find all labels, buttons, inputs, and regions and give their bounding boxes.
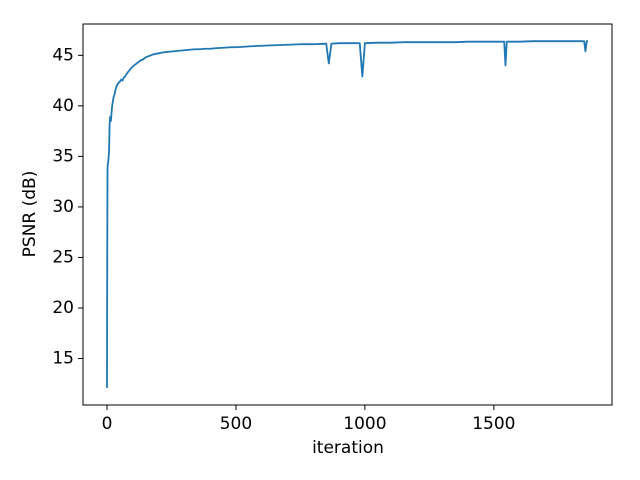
data-line: [106, 40, 589, 388]
y-tick-label: 25: [52, 247, 74, 267]
y-tick-label: 20: [52, 298, 74, 318]
x-tick-label: 1500: [472, 414, 515, 434]
y-tick-label: 35: [52, 146, 74, 166]
y-tick-label: 40: [52, 96, 74, 116]
y-axis-label: PSNR (dB): [20, 171, 40, 258]
x-axis-label: iteration: [312, 438, 384, 458]
x-tick-label: 0: [102, 414, 113, 434]
plot-frame: [82, 23, 613, 406]
x-tick-label: 1000: [343, 414, 386, 434]
y-tick-label: 45: [52, 45, 74, 65]
y-tick-label: 30: [52, 197, 74, 217]
x-tick-label: 500: [220, 414, 252, 434]
y-tick-label: 15: [52, 349, 74, 369]
